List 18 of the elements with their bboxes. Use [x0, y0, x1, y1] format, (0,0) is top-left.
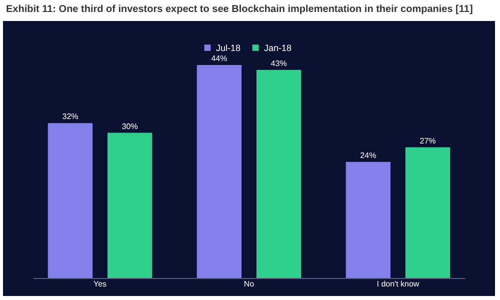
data-label: 32% [62, 112, 78, 122]
legend-label: Jan-18 [264, 42, 292, 53]
data-label: 44% [211, 54, 228, 63]
x-tick-label: Yes [94, 280, 107, 288]
bar [107, 132, 152, 278]
x-tick-label: I don't know [376, 280, 420, 288]
bar [346, 162, 391, 278]
bar [196, 65, 242, 278]
bar [256, 70, 302, 278]
bar [48, 123, 93, 278]
data-label: 24% [360, 150, 376, 160]
legend-label: Jul-18 [216, 42, 241, 53]
data-label: 30% [122, 122, 138, 131]
data-label: 43% [270, 58, 287, 68]
chart-title: Exhibit 11: One third of investors expect to see Blockchain implementation in their companies [11] [5, 3, 474, 17]
x-tick-label: No [244, 280, 255, 288]
bar [405, 147, 450, 278]
data-label: 27% [420, 136, 436, 146]
